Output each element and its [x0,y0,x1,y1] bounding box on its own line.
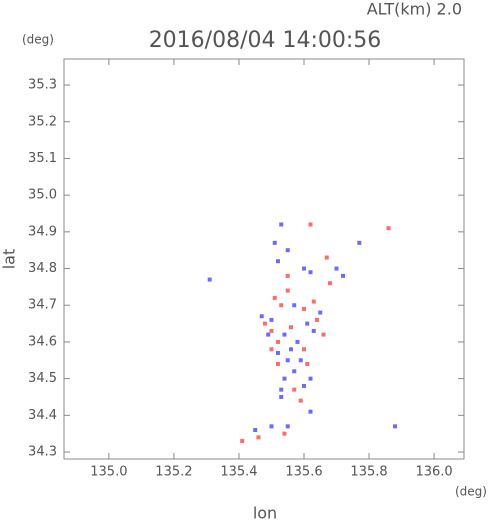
point [240,439,245,444]
point [295,339,300,344]
point [292,369,297,374]
y-tick-label: 34.9 [28,224,57,239]
point [275,259,280,264]
point [305,321,310,326]
y-unit: (deg) [22,33,54,47]
point [305,361,310,366]
point [302,266,306,271]
x-tick-label: 135.4 [220,465,257,480]
point [269,317,274,322]
point [341,273,346,278]
point [272,295,277,300]
plot-frame [63,58,465,460]
chart-title: 2016/08/04 14:00:56 [149,28,382,53]
y-tick-label: 35.2 [28,114,57,129]
y-tick-label: 34.5 [28,371,57,386]
point [272,240,277,245]
point [357,240,362,245]
point [282,431,287,436]
y-tick-label: 35.0 [28,188,57,203]
point [298,398,303,403]
y-tick-label: 34.8 [28,261,57,276]
point [275,361,280,366]
x-tick-label: 136.0 [415,465,452,480]
point [266,332,271,337]
point [269,347,274,352]
y-tick-label: 35.1 [28,151,57,166]
point [298,358,303,363]
x-tick-label: 135.8 [350,465,387,480]
point [311,299,316,304]
point [308,409,313,414]
point [259,314,264,319]
y-tick-label: 34.6 [28,334,57,349]
point [334,266,339,271]
point [269,328,274,333]
point [285,358,290,363]
point [302,383,306,388]
x-tick-label: 135.0 [90,465,127,480]
point [285,273,290,278]
point [207,277,212,282]
point [285,424,290,429]
point [292,303,297,308]
point [302,306,306,311]
x-tick-label: 135.6 [285,465,322,480]
point [269,424,274,429]
point [308,270,313,275]
point [275,350,280,355]
point [386,226,391,231]
point [308,222,313,227]
point [256,435,261,440]
point [262,321,267,326]
point [288,347,293,352]
point [285,288,290,293]
point [275,339,280,344]
point [253,428,258,433]
y-tick-label: 35.3 [28,78,57,93]
point [292,387,297,392]
y-axis-label: lat [0,249,19,270]
point [318,310,323,315]
point [279,394,284,399]
chart-subtitle: ALT(km) 2.0 [367,0,462,19]
point [321,332,326,337]
point [393,424,398,429]
point [328,281,333,286]
y-tick-label: 34.7 [28,298,57,313]
point [279,387,284,392]
point [302,347,306,352]
point [279,303,284,308]
x-axis-label: lon [253,504,277,521]
x-unit: (deg) [455,485,487,499]
point [315,317,320,322]
point [308,376,313,381]
x-tick-label: 135.2 [155,465,192,480]
point [282,376,287,381]
point [285,248,290,253]
y-tick-label: 34.3 [28,445,57,460]
point [279,222,284,227]
point [324,255,329,260]
point [282,332,287,337]
point [311,328,316,333]
y-tick-label: 34.4 [28,408,57,423]
point [288,325,293,330]
